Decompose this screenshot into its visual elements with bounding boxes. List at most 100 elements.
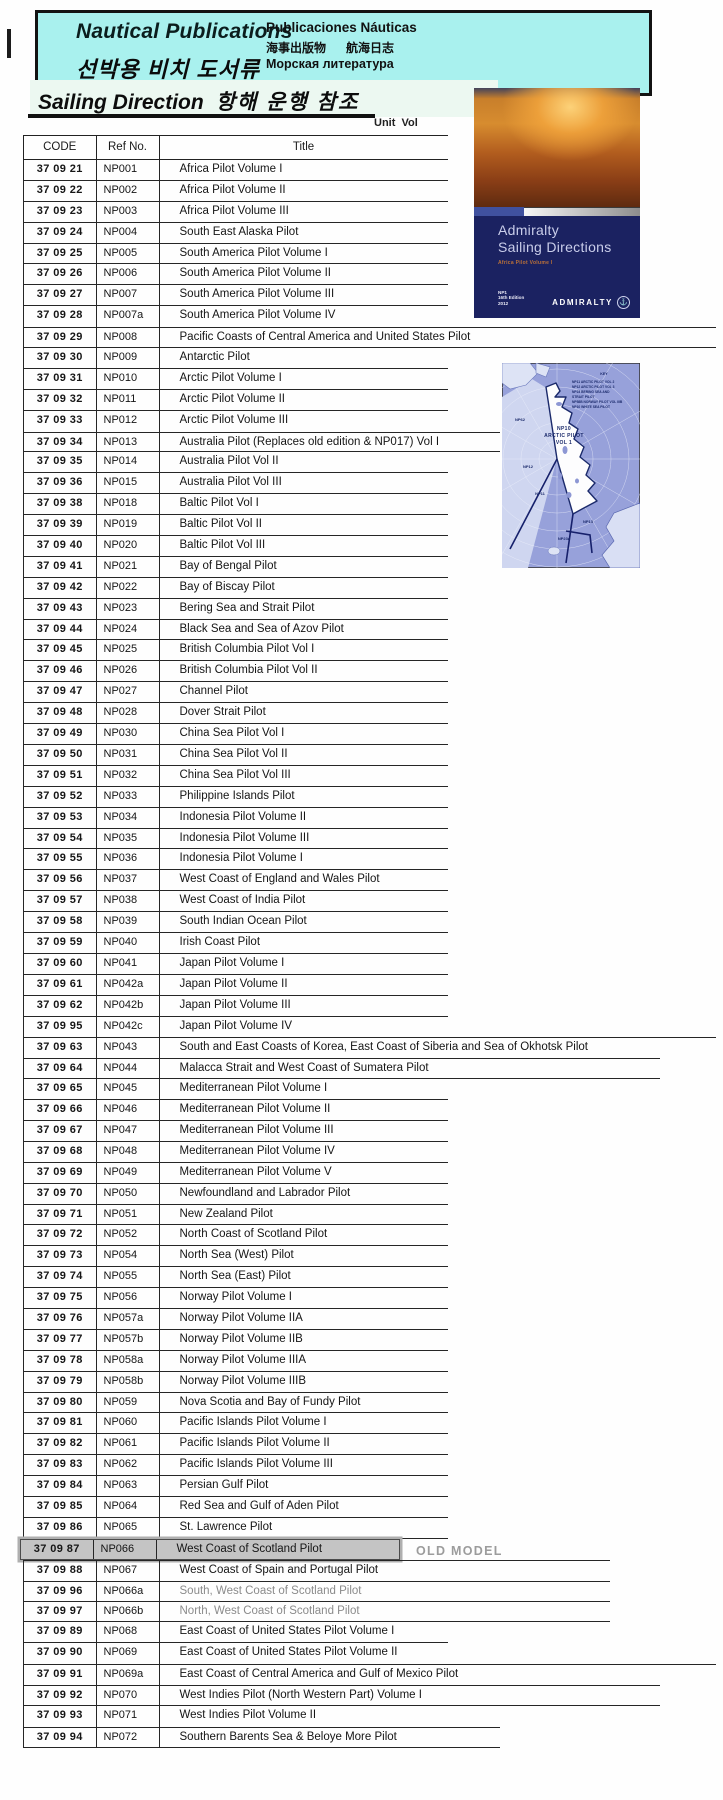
table-header-row: CODE Ref No. Title (23, 135, 448, 160)
row-code: 37 09 44 (24, 619, 97, 640)
map-legend-line: NP58B NORWAY PILOT VOL IIIB (572, 400, 623, 404)
row-ref-no: NP042a (97, 974, 160, 995)
table-row: 37 09 46 NP026 British Columbia Pilot Vo… (23, 661, 448, 683)
table-row: 37 09 70 NP050 Newfoundland and Labrador… (23, 1183, 448, 1205)
row-code: 37 09 82 (24, 1434, 97, 1455)
row-title: Pacific Islands Pilot Volume I (179, 1416, 327, 1429)
row-ref-no: NP066a (97, 1581, 160, 1602)
row-ref-no: NP066 (94, 1539, 157, 1559)
table-row: 37 09 42 NP022 Bay of Biscay Pilot (23, 577, 448, 599)
row-title: Africa Pilot Volume III (179, 204, 289, 217)
table-row: 37 09 32 NP011 Arctic Pilot Volume II (23, 389, 448, 411)
book-subtitle: Africa Pilot Volume I (498, 260, 553, 266)
row-code: 37 09 54 (24, 828, 97, 849)
column-header-ref-no: Ref No. (97, 136, 160, 159)
row-title: Japan Pilot Volume II (179, 977, 288, 990)
row-code: 37 09 87 (21, 1539, 94, 1559)
row-ref-no: NP063 (97, 1476, 160, 1496)
row-code: 37 09 60 (24, 953, 97, 974)
row-ref-no: NP015 (97, 473, 160, 494)
map-center-label-np: NP10 (557, 426, 571, 432)
row-code: 37 09 85 (24, 1497, 97, 1517)
row-title: Antarctic Pilot (179, 351, 250, 364)
table-row: 37 09 43 NP023 Bering Sea and Strait Pil… (23, 598, 448, 620)
table-row: 37 09 54 NP035 Indonesia Pilot Volume II… (23, 828, 448, 850)
row-code: 37 09 91 (24, 1665, 97, 1686)
row-ref-no: NP003 (97, 201, 160, 222)
map-labels: NP10 ARCTIC PILOT VOL 1 NP62 NP12 NP11 N… (515, 372, 623, 541)
table-row: 37 09 44 NP024 Black Sea and Sea of Azov… (23, 619, 448, 641)
row-ref-no: NP027 (97, 682, 160, 703)
row-code: 37 09 79 (24, 1371, 97, 1392)
publisher-wordmark: ADMIRALTY (552, 298, 613, 307)
row-ref-no: NP036 (97, 849, 160, 870)
row-title: Nova Scotia and Bay of Fundy Pilot (179, 1395, 361, 1408)
table-row: 37 09 33 NP012 Arctic Pilot Volume III (23, 410, 448, 432)
table-row: 37 09 73 NP054 North Sea (West) Pilot (23, 1246, 448, 1268)
row-code: 37 09 28 (24, 306, 97, 328)
table-row: 37 09 53 NP034 Indonesia Pilot Volume II (23, 807, 448, 829)
row-code: 37 09 88 (24, 1560, 97, 1581)
table-row: 37 09 48 NP028 Dover Strait Pilot (23, 703, 448, 725)
row-ref-no: NP039 (97, 912, 160, 932)
table-row: 37 09 23 NP003 Africa Pilot Volume III (23, 201, 448, 223)
row-ref-no: NP050 (97, 1183, 160, 1204)
row-code: 37 09 74 (24, 1267, 97, 1288)
table-row: 37 09 92 NP070 West Indies Pilot (North … (23, 1685, 660, 1706)
row-title: Persian Gulf Pilot (179, 1479, 269, 1492)
row-code: 37 09 63 (24, 1038, 97, 1059)
row-code: 37 09 35 (24, 452, 97, 473)
row-title: Norway Pilot Volume IIIB (179, 1374, 307, 1387)
row-code: 37 09 68 (24, 1141, 97, 1162)
row-title: Japan Pilot Volume I (179, 956, 285, 969)
table-row: 37 09 22 NP002 Africa Pilot Volume II (23, 180, 448, 202)
map-sector-boundaries (509, 458, 593, 564)
table-row: 37 09 90 NP069 East Coast of United Stat… (23, 1643, 448, 1665)
table-row: 37 09 75 NP056 Norway Pilot Volume I (23, 1288, 448, 1309)
row-title: South America Pilot Volume II (179, 267, 332, 280)
row-code: 37 09 42 (24, 577, 97, 598)
table-row: 37 09 21 NP001 Africa Pilot Volume I (23, 160, 448, 181)
row-ref-no: NP011 (97, 389, 160, 410)
map-area-label-np12: NP12 (523, 464, 534, 469)
row-title: St. Lawrence Pilot (179, 1520, 273, 1533)
section-heading-underline (28, 114, 375, 118)
row-title: North, West Coast of Scotland Pilot (179, 1605, 360, 1618)
map-island-south (547, 546, 561, 556)
row-code: 37 09 76 (24, 1308, 97, 1329)
row-code: 37 09 34 (24, 432, 97, 452)
table-row: 37 09 26 NP006 South America Pilot Volum… (23, 264, 448, 286)
row-code: 37 09 62 (24, 995, 97, 1016)
row-code: 37 09 73 (24, 1246, 97, 1267)
table-row: 37 09 61 NP042a Japan Pilot Volume II (23, 974, 448, 996)
row-title: Mediterranean Pilot Volume II (179, 1103, 331, 1116)
unit-label: Unit Vol (374, 117, 418, 129)
column-header-code: CODE (24, 136, 97, 159)
row-title: West Coast of Spain and Portugal Pilot (179, 1563, 379, 1576)
row-code: 37 09 67 (24, 1120, 97, 1141)
row-ref-no: NP052 (97, 1225, 160, 1246)
row-ref-no: NP001 (97, 160, 160, 180)
table-row: 37 09 41 NP021 Bay of Bengal Pilot (23, 556, 448, 578)
row-code: 37 09 43 (24, 598, 97, 619)
row-title: Baltic Pilot Vol III (179, 539, 266, 552)
row-ref-no: NP005 (97, 243, 160, 264)
row-ref-no: NP021 (97, 556, 160, 577)
row-title: Africa Pilot Volume II (179, 183, 286, 196)
row-ref-no: NP009 (97, 348, 160, 368)
map-center-label-title: ARCTIC PILOT (544, 433, 584, 439)
row-title: Irish Coast Pilot (179, 935, 261, 948)
row-code: 37 09 64 (24, 1059, 97, 1079)
table-row: 37 09 72 NP052 North Coast of Scotland P… (23, 1225, 448, 1247)
row-code: 37 09 30 (24, 348, 97, 368)
row-code: 37 09 59 (24, 932, 97, 953)
row-code: 37 09 66 (24, 1100, 97, 1120)
row-ref-no: NP026 (97, 661, 160, 682)
row-title: South, West Coast of Scotland Pilot (179, 1584, 362, 1597)
row-ref-no: NP062 (97, 1455, 160, 1476)
row-code: 37 09 39 (24, 515, 97, 536)
row-ref-no: NP007 (97, 285, 160, 306)
row-code: 37 09 47 (24, 682, 97, 703)
row-ref-no: NP055 (97, 1267, 160, 1288)
row-ref-no: NP071 (97, 1705, 160, 1727)
